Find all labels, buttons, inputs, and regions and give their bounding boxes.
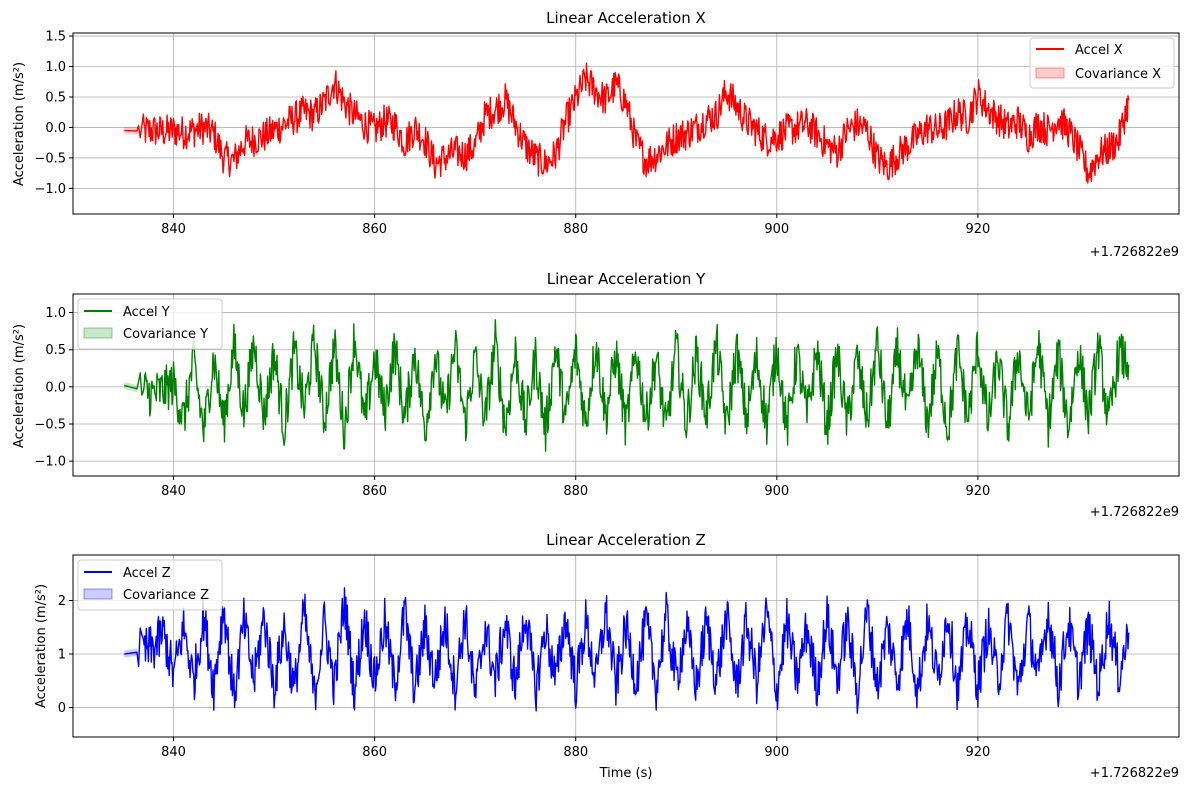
y-tick-label-z: 1 [58,648,66,663]
legend-box-x [1029,37,1175,89]
y-tick-label-z: 0 [58,701,66,716]
legend-z: Accel Z Covariance Z [77,559,223,611]
legend-swatch-cov-y [83,327,113,339]
x-offset-label-y: +1.726822e9 [1090,505,1179,520]
legend-x: Accel X Covariance X [1029,37,1175,89]
x-axis-y: 840 860 880 900 920 [161,476,990,499]
y-tick-label-y: 0.0 [45,380,66,395]
legend-y: Accel Y Covariance Y [77,298,223,350]
series-accel-y [124,316,1130,455]
legend-label-accel-z: Accel Z [123,566,171,581]
plot-frame-y [72,293,1180,477]
y-axis-label-z: Acceleration (m/s²) [34,584,49,708]
y-axis-y: −1.0 −0.5 0.0 0.5 1.0 [34,306,73,470]
x-offset-label-x: +1.726822e9 [1090,245,1179,260]
y-tick-label-y: 1.0 [45,306,66,321]
accel-line-z [124,587,1130,714]
legend-swatch-cov-z [83,588,113,600]
x-tick-label-y: 900 [764,484,789,499]
y-axis-z: 0 1 2 [58,594,73,716]
y-tick-label-z: 2 [58,594,66,609]
accel-line-x [124,62,1130,184]
x-tick-label-x: 860 [362,222,387,237]
x-axis-label-z: Time (s) [599,766,653,781]
x-tick-label-y: 860 [362,484,387,499]
x-tick-label-x: 880 [563,222,588,237]
y-tick-label-x: 0.0 [45,121,66,136]
x-tick-label-y: 840 [161,484,186,499]
chart-title-x: Linear Acceleration X [546,9,706,27]
x-tick-label-z: 880 [563,745,588,760]
legend-label-cov-y: Covariance Y [123,327,208,342]
x-tick-label-z: 920 [965,745,990,760]
y-tick-label-x: −0.5 [34,151,66,166]
x-axis-x: 840 860 880 900 920 [161,214,990,237]
y-tick-label-x: −1.0 [34,182,66,197]
x-tick-label-x: 920 [965,222,990,237]
x-tick-label-z: 900 [764,745,789,760]
panel-accel-z: Linear Acceleration Z 840 860 880 900 920 0 1… [34,531,1180,781]
panel-accel-x: Linear Acceleration X 840 860 880 900 920 −1… [12,9,1180,260]
y-tick-label-x: 1.5 [45,30,66,45]
y-tick-label-y: −1.0 [34,455,66,470]
y-axis-label-y: Acceleration (m/s²) [12,324,27,448]
legend-label-accel-y: Accel Y [123,305,170,320]
chart-title-y: Linear Acceleration Y [547,270,706,288]
legend-box-y [77,298,223,350]
x-tick-label-y: 920 [965,484,990,499]
panel-accel-y: Linear Acceleration Y 840 860 880 900 920 −1… [12,270,1180,520]
x-axis-z: 840 860 880 900 920 [161,737,990,760]
x-tick-label-z: 840 [161,745,186,760]
y-tick-label-y: −0.5 [34,418,66,433]
plot-frame-z [72,554,1180,738]
y-tick-label-y: 0.5 [45,343,66,358]
chart-title-z: Linear Acceleration Z [546,531,706,549]
x-tick-label-y: 880 [563,484,588,499]
y-tick-label-x: 1.0 [45,60,66,75]
plot-frame-x [72,32,1180,215]
series-accel-x [124,59,1130,187]
x-tick-label-x: 840 [161,222,186,237]
legend-box-z [77,559,223,611]
legend-swatch-cov-x [1035,67,1065,79]
legend-label-cov-x: Covariance X [1075,67,1161,82]
accel-line-y [124,319,1130,452]
y-axis-label-x: Acceleration (m/s²) [12,62,27,186]
x-tick-label-z: 860 [362,745,387,760]
legend-label-accel-x: Accel X [1075,43,1123,58]
x-tick-label-x: 900 [764,222,789,237]
series-accel-z [124,584,1130,717]
y-axis-x: −1.0 −0.5 0.0 0.5 1.0 1.5 [34,30,73,197]
x-offset-label-z: +1.726822e9 [1090,766,1179,781]
y-tick-label-x: 0.5 [45,90,66,105]
legend-label-cov-z: Covariance Z [123,588,209,603]
